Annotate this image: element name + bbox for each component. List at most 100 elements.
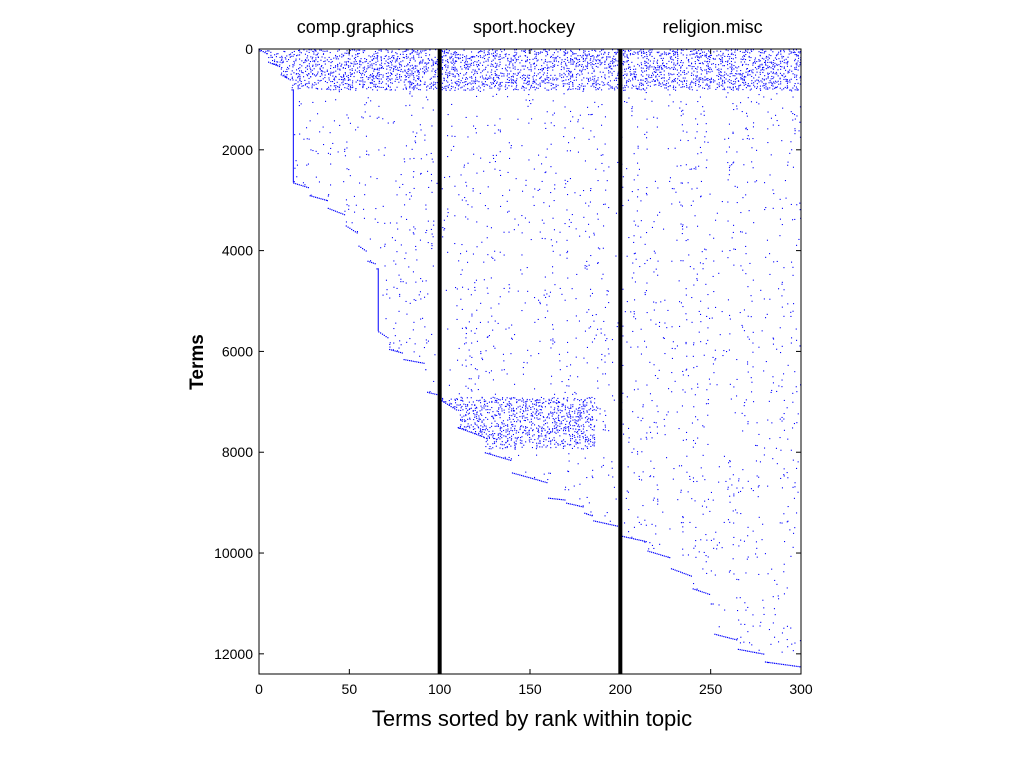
data-point (427, 67, 429, 69)
data-point (695, 83, 697, 85)
data-point (514, 447, 516, 449)
data-point (604, 63, 606, 65)
data-point (644, 294, 646, 296)
data-point (516, 74, 518, 76)
data-point (391, 56, 393, 58)
data-point (449, 89, 451, 91)
data-point (564, 299, 566, 301)
data-point (653, 60, 655, 62)
data-point (465, 84, 467, 86)
data-point (465, 64, 467, 66)
data-point (602, 421, 604, 423)
data-point (564, 53, 566, 55)
data-point (429, 391, 431, 393)
data-point (548, 399, 550, 401)
data-point (525, 402, 527, 404)
data-point (269, 62, 271, 64)
data-point (413, 75, 415, 77)
data-point (486, 287, 488, 289)
data-point (584, 399, 586, 401)
data-point (615, 53, 617, 55)
data-point (566, 209, 568, 211)
data-point (542, 68, 544, 70)
data-point (483, 431, 485, 433)
data-point (575, 408, 577, 410)
data-point (586, 77, 588, 79)
data-point (569, 410, 571, 412)
data-point (611, 87, 613, 89)
data-point (574, 192, 576, 194)
data-point (631, 106, 633, 108)
data-point (404, 161, 406, 163)
data-point (291, 70, 293, 72)
data-point (614, 89, 616, 91)
data-point (462, 54, 464, 56)
data-point (715, 219, 717, 221)
data-point (353, 76, 355, 78)
data-point (698, 331, 700, 333)
data-point (592, 76, 594, 78)
data-point (584, 60, 586, 62)
data-point (629, 71, 631, 73)
data-point (483, 78, 485, 80)
data-point (693, 49, 695, 51)
data-point (553, 437, 555, 439)
data-point (570, 404, 572, 406)
data-point (591, 416, 593, 418)
data-point (538, 435, 540, 437)
data-point (671, 260, 673, 262)
data-point (491, 422, 493, 424)
data-point (633, 68, 635, 70)
data-point (660, 53, 662, 55)
data-point (460, 409, 462, 411)
data-point (676, 52, 678, 54)
data-point (579, 400, 581, 402)
data-point (556, 422, 558, 424)
data-point (597, 79, 599, 81)
data-point (367, 67, 369, 69)
data-point (430, 77, 432, 79)
data-point (546, 482, 548, 484)
data-point (718, 75, 720, 77)
data-point (338, 73, 340, 75)
data-point (418, 73, 420, 75)
data-point (315, 59, 317, 61)
data-point (351, 69, 353, 71)
data-point (533, 86, 535, 88)
data-point (387, 58, 389, 60)
data-point (691, 498, 693, 500)
data-point (530, 64, 532, 66)
data-point (628, 441, 630, 443)
data-point (541, 80, 543, 82)
data-point (488, 412, 490, 414)
data-point (416, 65, 418, 67)
data-point (645, 290, 647, 292)
data-point (669, 177, 671, 179)
data-point (680, 115, 682, 117)
data-point (413, 321, 415, 323)
data-point (601, 49, 603, 51)
data-point (556, 429, 558, 431)
data-point (689, 478, 691, 480)
data-point (514, 54, 516, 56)
data-point (544, 406, 546, 408)
data-point (330, 67, 332, 69)
data-point (678, 75, 680, 77)
data-point (388, 62, 390, 64)
data-point (572, 85, 574, 87)
data-point (326, 69, 328, 71)
data-point (590, 288, 592, 290)
data-point (380, 67, 382, 69)
data-point (328, 73, 330, 75)
data-point (483, 261, 485, 263)
data-point (387, 122, 389, 124)
data-point (567, 250, 569, 252)
data-point (590, 400, 592, 402)
data-point (564, 127, 566, 129)
data-point (434, 70, 436, 72)
data-point (564, 407, 566, 409)
data-point (315, 150, 317, 152)
data-point (668, 60, 670, 62)
data-point (729, 56, 731, 58)
data-point (462, 82, 464, 84)
